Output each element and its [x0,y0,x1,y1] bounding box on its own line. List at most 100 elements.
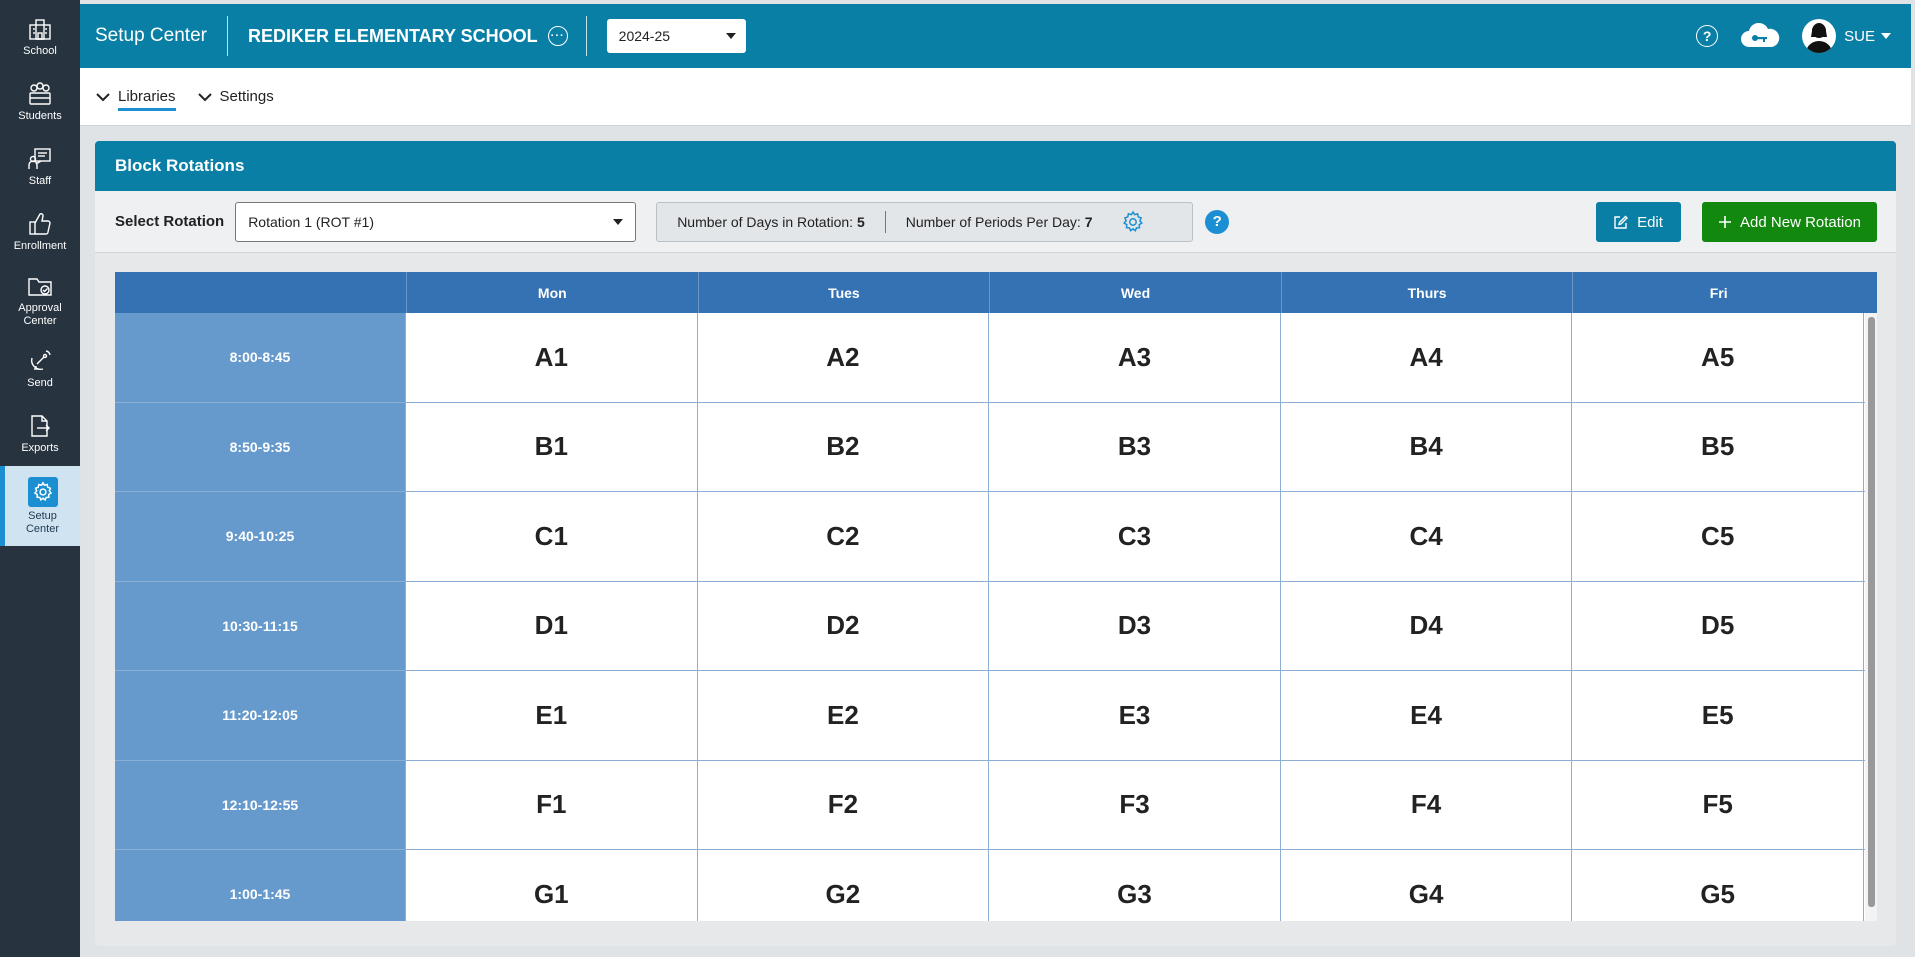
caret-down-icon[interactable] [1881,33,1891,39]
day-header: Tues [697,272,990,313]
sidebar-item-label: Approval Center [18,301,62,327]
block-cell[interactable]: C5 [1572,492,1864,581]
sidebar-item-label: Setup Center [25,509,60,535]
table-row: 9:40-10:25 C1 C2 C3 C4 C5 [115,492,1877,582]
gear-icon-box [27,476,58,507]
sidebar-item-exports[interactable]: Exports [0,401,80,466]
period-time: 1:00-1:45 [115,850,406,921]
gear-icon[interactable] [1121,210,1145,234]
block-cell[interactable]: B1 [406,402,698,491]
block-cell[interactable]: B3 [989,402,1281,491]
table-row: 8:00-8:45 A1 A2 A3 A4 A5 [115,313,1877,403]
day-header: Wed [989,272,1281,313]
block-cell[interactable]: D3 [989,581,1281,670]
scrollbar-thumb[interactable] [1868,317,1875,907]
block-cell[interactable]: F1 [406,760,698,849]
sidebar-item-school[interactable]: School [0,4,80,69]
sidebar-item-staff[interactable]: Staff [0,134,80,199]
more-options-icon[interactable]: ··· [547,26,568,46]
block-cell[interactable]: C4 [1280,492,1573,581]
school-name[interactable]: REDIKER ELEMENTARY SCHOOL ··· [228,26,586,47]
days-label: Number of Days in Rotation: [677,213,854,230]
rotation-toolbar: Select Rotation Rotation 1 (ROT #1) Numb… [95,191,1896,253]
cloud-key-icon[interactable] [1740,23,1780,49]
block-cell[interactable]: F5 [1572,760,1864,849]
tab-libraries[interactable]: Libraries [96,82,176,111]
sidebar-item-label: Send [27,376,53,389]
help-circle-icon[interactable]: ? [1205,209,1230,234]
block-cell[interactable]: G1 [406,850,698,921]
block-rotations-card: Block Rotations Select Rotation Rotation… [95,141,1896,946]
block-cell[interactable]: C2 [697,492,990,581]
block-cell[interactable]: B2 [697,402,990,491]
info-divider [884,210,886,233]
user-name[interactable]: SUE [1844,27,1875,45]
block-cell[interactable]: F4 [1280,760,1573,849]
sidebar-item-enrollment[interactable]: Enrollment [0,199,80,264]
app-title: Setup Center [95,25,207,46]
block-cell[interactable]: C3 [989,492,1281,581]
block-cell[interactable]: A3 [989,313,1281,402]
period-time: 11:20-12:05 [115,671,406,760]
block-cell[interactable]: E3 [989,671,1281,760]
block-cell[interactable]: D2 [697,581,990,670]
table-row: 1:00-1:45 G1 G2 G3 G4 G5 [115,850,1877,921]
sidebar-item-approval-center[interactable]: Approval Center [0,264,80,336]
day-header: Mon [406,272,698,313]
block-cell[interactable]: E2 [697,671,990,760]
block-cell[interactable]: D1 [406,581,698,670]
export-icon [31,414,50,437]
block-cell[interactable]: A5 [1572,313,1864,402]
periods-per-day: Number of Periods Per Day: 7 [906,214,1093,230]
plus-icon [1719,216,1732,228]
gear-icon [33,480,52,501]
sidebar-item-label: School [23,44,57,57]
period-time: 8:50-9:35 [115,402,406,491]
block-cell[interactable]: G4 [1280,850,1573,921]
block-cell[interactable]: A1 [406,313,698,402]
school-icon [29,18,51,40]
table-row: 11:20-12:05 E1 E2 E3 E4 E5 [115,671,1877,761]
period-time: 10:30-11:15 [115,581,406,670]
header-right: ? SUE [1696,19,1911,53]
block-cell[interactable]: A2 [697,313,990,402]
top-header: Setup Center REDIKER ELEMENTARY SCHOOL ·… [80,4,1911,68]
day-header: Fri [1572,272,1864,313]
block-cell[interactable]: E1 [406,671,698,760]
satellite-icon [31,349,51,370]
sidebar-item-setup-center[interactable]: Setup Center [0,466,80,546]
block-cell[interactable]: G5 [1572,850,1864,921]
block-cell[interactable]: F2 [697,760,990,849]
add-new-rotation-button[interactable]: Add New Rotation [1702,202,1877,242]
block-cell[interactable]: G2 [697,850,990,921]
school-year-select[interactable]: 2024-25 [606,19,746,53]
block-cell[interactable]: C1 [406,492,698,581]
block-cell[interactable]: D5 [1572,581,1864,670]
block-cell[interactable]: E5 [1572,671,1864,760]
block-cell[interactable]: G3 [989,850,1281,921]
tab-settings[interactable]: Settings [197,88,274,105]
edit-button-label: Edit [1637,213,1663,231]
block-cell[interactable]: D4 [1280,581,1573,670]
sidebar-item-label: Students [18,109,62,122]
chevron-down-icon [197,92,212,101]
help-icon[interactable]: ? [1696,25,1719,47]
sidebar-item-students[interactable]: Students [0,69,80,134]
block-cell[interactable]: B5 [1572,402,1864,491]
add-new-rotation-label: Add New Rotation [1740,213,1861,231]
edit-button[interactable]: Edit [1596,202,1681,242]
caret-down-icon [725,33,736,39]
block-cell[interactable]: F3 [989,760,1281,849]
school-year-value: 2024-25 [618,28,671,44]
sidebar-item-label: Staff [28,174,52,187]
header-divider [226,16,228,56]
user-silhouette-icon [1806,23,1833,53]
rotation-select[interactable]: Rotation 1 (ROT #1) [235,201,637,242]
avatar[interactable] [1802,19,1837,53]
block-cell[interactable]: B4 [1280,402,1573,491]
days-value: 5 [856,213,865,230]
sidebar-item-send[interactable]: Send [0,336,80,401]
block-cell[interactable]: A4 [1280,313,1573,402]
table-row: 10:30-11:15 D1 D2 D3 D4 D5 [115,581,1877,671]
block-cell[interactable]: E4 [1280,671,1573,760]
